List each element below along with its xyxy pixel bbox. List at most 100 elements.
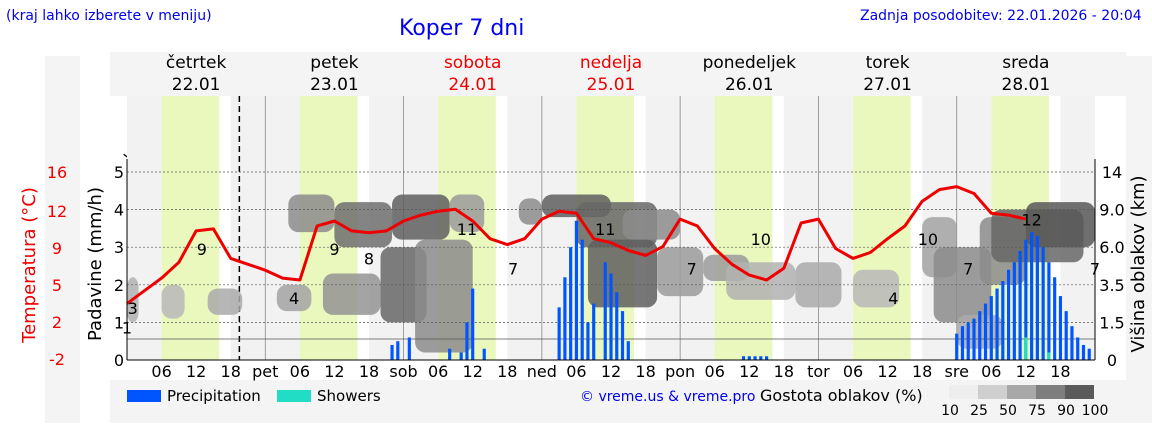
precip-bar	[960, 326, 965, 360]
cloud-blob	[933, 247, 992, 323]
cloud-blob	[518, 198, 542, 225]
temperature-label: 11	[595, 220, 615, 239]
precip-bar	[603, 262, 607, 360]
precip-bar	[1012, 262, 1016, 360]
y-axis-label-right: Višina oblakov (km)	[1128, 175, 1149, 352]
cloud-blob	[276, 284, 312, 312]
y-tick-left: 5	[114, 163, 124, 182]
x-tick: tor	[807, 362, 830, 381]
last-update: Zadnja posodobitev: 22.01.2026 - 20:04	[860, 8, 1142, 24]
temp-tick: 9	[52, 239, 62, 258]
night-band	[230, 96, 266, 360]
y-tick-left: 3	[114, 238, 124, 257]
day-name: četrtek	[166, 53, 227, 73]
night-band	[507, 96, 542, 360]
x-tick: 06	[981, 362, 1001, 381]
precip-bar	[972, 318, 976, 360]
temp-tick: 2	[52, 313, 62, 332]
precip-bar	[1030, 232, 1034, 360]
precip-bar	[1076, 337, 1080, 360]
temperature-label: 3	[128, 299, 138, 318]
precip-bar	[1006, 269, 1011, 360]
legend-precip-swatch	[127, 390, 161, 402]
x-tick: 18	[359, 362, 379, 381]
temperature-label: 9	[329, 240, 339, 259]
cloud-blob	[1025, 202, 1095, 248]
precip-bar	[983, 303, 988, 360]
day-date: 27.01	[863, 75, 912, 95]
location-hint[interactable]: (kraj lahko izberete v meniju)	[6, 8, 212, 24]
density-swatch	[1065, 385, 1094, 399]
precip-bar	[592, 303, 596, 360]
cloud-blob	[322, 273, 381, 315]
x-tick: ned	[527, 362, 557, 381]
temp-tick: 16	[47, 163, 67, 182]
x-tick: 06	[290, 362, 310, 381]
y-tick-left: 0	[114, 351, 124, 370]
x-tick: 12	[1016, 362, 1036, 381]
legend-showers: Showers	[277, 387, 381, 405]
x-tick: 06	[566, 362, 586, 381]
precip-bar	[1058, 296, 1063, 360]
density-tick: 50	[999, 403, 1017, 419]
y-tick-right: 14	[1102, 163, 1122, 182]
x-tick: 06	[843, 362, 863, 381]
x-tick: 12	[877, 362, 897, 381]
precip-bar	[978, 311, 982, 360]
y-tick-right: 0	[1107, 351, 1117, 370]
precip-bar	[407, 337, 411, 360]
x-tick: sob	[389, 362, 417, 381]
temperature-label: 10	[751, 230, 771, 249]
density-swatch	[1036, 385, 1065, 399]
y-tick-right: 9.0	[1099, 201, 1124, 220]
y-tick-right: 1.5	[1099, 313, 1124, 332]
day-name: nedelja	[580, 53, 642, 73]
day-name: sreda	[1002, 53, 1049, 73]
right-axis-band	[1126, 56, 1152, 423]
temperature-label: 11	[457, 220, 477, 239]
precip-bar	[1024, 239, 1028, 360]
day-name: ponedeljek	[703, 53, 797, 73]
day-name: petek	[310, 53, 358, 73]
y-tick-left: 1	[114, 313, 124, 332]
density-swatch	[1007, 385, 1036, 399]
cloud-blob	[657, 247, 704, 297]
precip-bar	[563, 277, 567, 360]
precip-bar	[1041, 247, 1045, 360]
precip-bar	[580, 239, 584, 360]
density-tick: 100	[1082, 403, 1109, 419]
y-tick-right: 3.5	[1099, 276, 1124, 295]
precip-bar	[626, 341, 630, 360]
density-tick: 75	[1028, 403, 1046, 419]
cloud-blob	[622, 209, 681, 240]
cloud-density-label: Gostota oblakov (%)	[760, 386, 923, 405]
day-date: 24.01	[448, 75, 497, 95]
precip-bar	[569, 247, 573, 360]
x-tick: 18	[221, 362, 241, 381]
x-tick: 12	[463, 362, 483, 381]
precip-bar	[741, 356, 746, 360]
density-tick: 25	[970, 403, 988, 419]
x-tick: 06	[705, 362, 725, 381]
x-tick: 12	[186, 362, 206, 381]
temp-axis-label: Temperatura (°C)	[19, 187, 40, 344]
precip-bar	[459, 352, 463, 360]
temperature-label: 10	[918, 230, 938, 249]
temperature-label: 7	[687, 260, 697, 279]
night-band	[783, 96, 819, 360]
x-tick: sre	[945, 362, 969, 381]
precip-bar	[574, 220, 579, 360]
precip-bar	[989, 296, 993, 360]
x-tick: 18	[497, 362, 517, 381]
precip-bar	[620, 311, 625, 360]
temperature-label: 8	[364, 250, 374, 269]
shower-bar	[1047, 352, 1051, 360]
x-tick: 18	[774, 362, 794, 381]
temperature-label: 7	[508, 260, 518, 279]
day-header-band	[110, 52, 1126, 96]
x-tick: 18	[1050, 362, 1070, 381]
x-tick: 12	[739, 362, 759, 381]
cloud-blob	[288, 194, 335, 233]
